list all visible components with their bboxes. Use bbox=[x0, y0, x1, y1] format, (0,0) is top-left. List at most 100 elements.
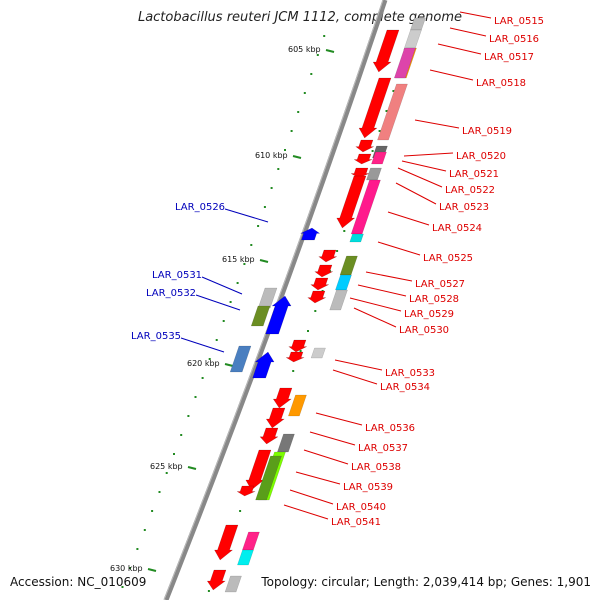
tick-dot bbox=[243, 263, 246, 265]
scale-tick bbox=[147, 568, 157, 572]
tick-dot bbox=[277, 168, 280, 170]
tick-dot bbox=[236, 282, 239, 284]
tick-dot-right bbox=[307, 330, 309, 332]
gene-block bbox=[339, 255, 358, 276]
backbone-highlight bbox=[163, 0, 384, 600]
gene-labels: LAR_0515 LAR_0516 LAR_0517 LAR_0518 LAR_0519… bbox=[131, 16, 544, 528]
label-leader-line bbox=[377, 241, 421, 256]
tick-dot bbox=[121, 586, 124, 588]
tick-dot bbox=[208, 358, 211, 360]
gene-label-right: LAR_0524 bbox=[432, 223, 482, 234]
scale-label: 610 kbp bbox=[255, 151, 288, 160]
tick-dot bbox=[158, 491, 161, 493]
gene-label-right: LAR_0534 bbox=[380, 382, 430, 393]
label-leader-line bbox=[309, 431, 356, 446]
gene-label-right: LAR_0520 bbox=[456, 151, 506, 162]
label-leader-line bbox=[353, 307, 397, 328]
label-leaders bbox=[180, 11, 492, 520]
tick-dot-right bbox=[343, 230, 346, 232]
tick-dot bbox=[180, 434, 183, 436]
tick-dot-right bbox=[392, 90, 395, 92]
label-leader-line-left bbox=[180, 337, 225, 353]
forward-gene-arrow bbox=[358, 77, 392, 139]
forward-gene-arrow bbox=[336, 175, 367, 229]
tick-dot bbox=[303, 92, 306, 94]
gene-block bbox=[371, 151, 387, 165]
tick-dot-right bbox=[292, 370, 295, 372]
gene-label-left: LAR_0532 bbox=[146, 288, 196, 299]
left-gene-block bbox=[257, 287, 278, 309]
label-leader-line bbox=[315, 412, 363, 426]
scale-tick bbox=[259, 259, 269, 263]
gene-label-right: LAR_0517 bbox=[484, 52, 534, 63]
tick-dot bbox=[250, 244, 253, 246]
tick-dot-right bbox=[378, 130, 381, 132]
label-leader-line bbox=[397, 167, 443, 188]
gene-block bbox=[288, 394, 307, 417]
label-leader-line bbox=[303, 449, 349, 465]
forward-gene-arrow bbox=[236, 485, 256, 497]
forward-gene-arrow bbox=[288, 339, 307, 353]
scale-label: 620 kbp bbox=[187, 359, 220, 368]
scale-label: 615 kbp bbox=[222, 255, 255, 264]
scale-label: 625 kbp bbox=[150, 462, 183, 471]
tick-dot bbox=[129, 567, 131, 569]
reverse-gene-arrow bbox=[252, 351, 275, 379]
tick-dot bbox=[222, 320, 225, 322]
tick-dot bbox=[323, 35, 326, 37]
gene-label-right: LAR_0527 bbox=[415, 279, 465, 290]
tick-dot bbox=[151, 510, 154, 512]
label-leader-line bbox=[283, 504, 329, 520]
tick-dot bbox=[229, 301, 232, 303]
summary-text: Topology: circular; Length: 2,039,414 bp… bbox=[261, 575, 591, 589]
gene-block bbox=[403, 29, 422, 51]
tick-dot bbox=[263, 206, 266, 208]
scale-label: 630 kbp bbox=[110, 564, 143, 573]
label-leader-line bbox=[349, 297, 402, 312]
forward-gene-arrow bbox=[353, 153, 373, 165]
accession-text: Accession: NC_010609 bbox=[10, 575, 147, 589]
gene-block bbox=[242, 531, 260, 551]
tick-dot bbox=[136, 548, 139, 550]
gene-block bbox=[329, 289, 348, 311]
forward-gene-arrow bbox=[245, 449, 272, 491]
gene-label-right: LAR_0530 bbox=[399, 325, 449, 336]
gene-label-right: LAR_0522 bbox=[445, 185, 495, 196]
forward-gene-arrow bbox=[318, 249, 337, 263]
forward-gene-arrow bbox=[214, 524, 239, 561]
tick-dot bbox=[290, 130, 293, 132]
gene-label-right: LAR_0515 bbox=[494, 16, 544, 27]
forward-gene-arrow bbox=[372, 29, 400, 73]
gene-label-right: LAR_0528 bbox=[409, 294, 459, 305]
gene-block bbox=[237, 549, 254, 566]
gene-block bbox=[366, 167, 382, 181]
gene-block bbox=[349, 233, 364, 243]
tick-dot-right bbox=[207, 590, 210, 592]
label-leader-line bbox=[449, 27, 487, 37]
forward-gene-arrow bbox=[272, 387, 293, 409]
gene-label-right: LAR_0541 bbox=[331, 517, 381, 528]
label-leader-line bbox=[459, 11, 492, 19]
scale-tick bbox=[224, 363, 234, 367]
forward-gene-arrow bbox=[206, 569, 227, 591]
gene-block bbox=[377, 83, 408, 141]
gene-label-right: LAR_0533 bbox=[385, 368, 435, 379]
tick-dot-right bbox=[314, 310, 317, 312]
scale-tick bbox=[187, 466, 197, 470]
label-leader-line bbox=[334, 359, 383, 371]
gene-label-right: LAR_0529 bbox=[404, 309, 454, 320]
gene-block bbox=[277, 433, 295, 453]
label-leader-line-left bbox=[224, 208, 269, 223]
gene-label-left: LAR_0531 bbox=[152, 270, 202, 281]
tick-dot-right bbox=[239, 510, 242, 512]
gene-block bbox=[410, 17, 426, 31]
gene-label-right: LAR_0519 bbox=[462, 126, 512, 137]
gene-label-right: LAR_0521 bbox=[449, 169, 499, 180]
tick-dot bbox=[257, 225, 260, 227]
tick-dot bbox=[310, 73, 313, 75]
gene-label-right: LAR_0538 bbox=[351, 462, 401, 473]
label-leader-line bbox=[414, 119, 460, 129]
tick-dot bbox=[165, 472, 168, 474]
